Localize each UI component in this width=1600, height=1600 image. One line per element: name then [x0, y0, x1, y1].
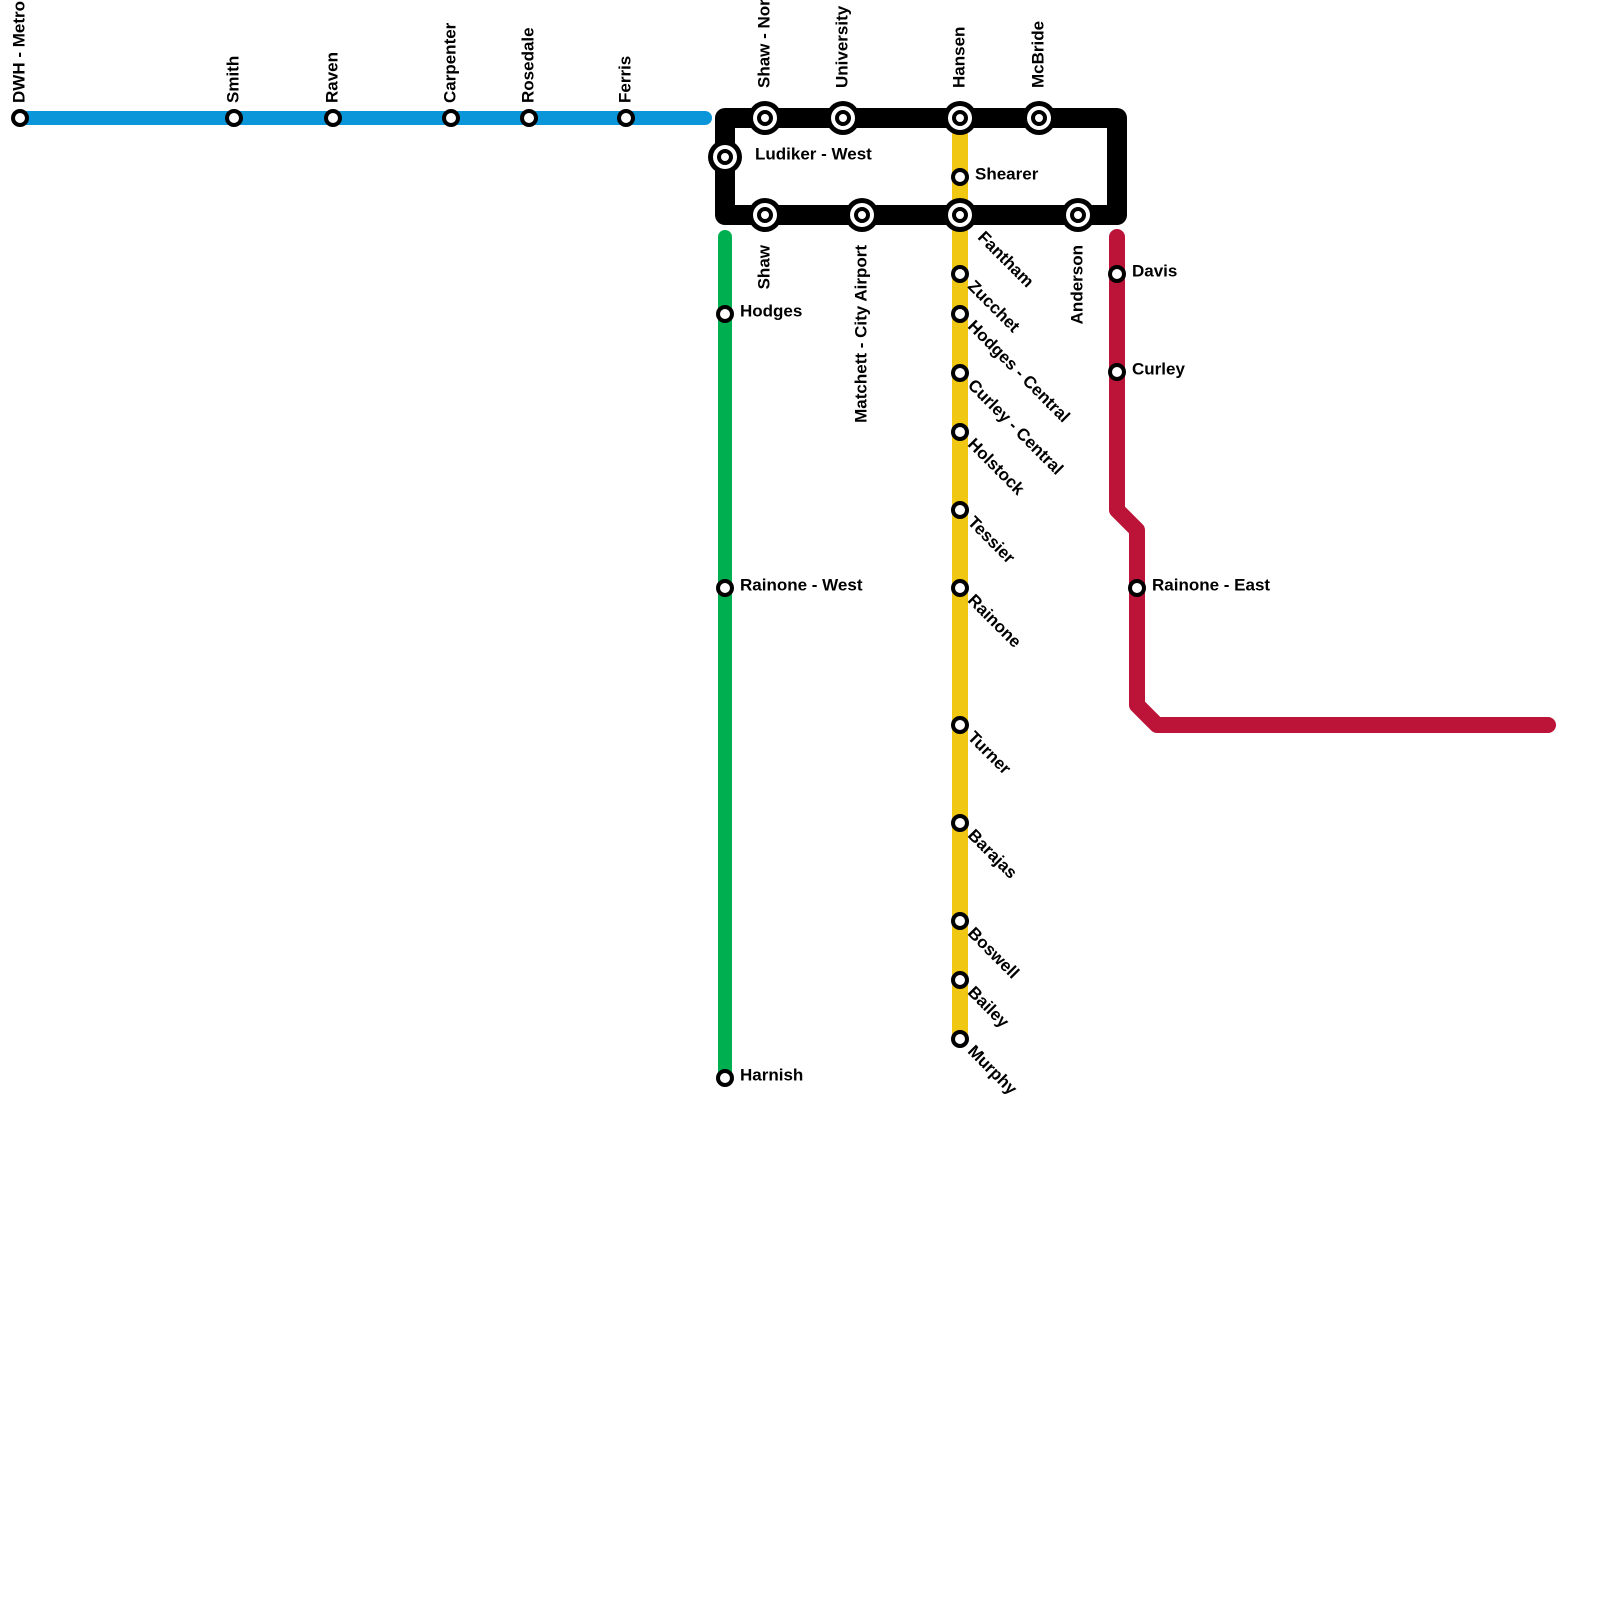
station-label: Turner: [964, 728, 1015, 779]
station-label: Ludiker - West: [755, 144, 872, 163]
station-label: Shaw - North: [754, 0, 773, 88]
station-label: Boswell: [964, 924, 1023, 983]
route-line: [1109, 229, 1556, 733]
station: [951, 265, 969, 283]
station: [951, 814, 969, 832]
station: [951, 423, 969, 441]
station: [951, 168, 969, 186]
interchange-center: [757, 207, 773, 223]
interchange-center: [952, 110, 968, 126]
station: [951, 1030, 969, 1048]
station-label: Rainone: [964, 591, 1025, 652]
station-label: Shearer: [975, 164, 1039, 183]
station-label: Smith: [223, 56, 242, 103]
routes: [13, 108, 1556, 1085]
station-label: Harnish: [740, 1065, 803, 1084]
interchange-center: [1031, 110, 1047, 126]
station: [951, 971, 969, 989]
station-label: Davis: [1132, 261, 1177, 280]
station-label: Holstock: [964, 435, 1029, 500]
route-line: [715, 108, 1127, 225]
interchange-center: [717, 149, 733, 165]
station: [1108, 265, 1126, 283]
station-label: Barajas: [964, 826, 1021, 883]
interchange-center: [757, 110, 773, 126]
station: [520, 109, 538, 127]
station: [617, 109, 635, 127]
station-label: Hansen: [949, 27, 968, 88]
station: [716, 1069, 734, 1087]
station: [716, 579, 734, 597]
station-label: Rainone - West: [740, 575, 863, 594]
station: [1128, 579, 1146, 597]
station: [951, 501, 969, 519]
station: [951, 364, 969, 382]
station: [442, 109, 460, 127]
station-label: Bailey: [964, 983, 1013, 1032]
station-label: McBride: [1028, 21, 1047, 88]
interchange-center: [1070, 207, 1086, 223]
station: [951, 912, 969, 930]
station: [225, 109, 243, 127]
stations: DWH - Metro Smith Raven Carpenter Rosedale Fe…: [9, 0, 1270, 1099]
station: [1108, 363, 1126, 381]
station-label: Murphy: [964, 1042, 1021, 1099]
station: [951, 579, 969, 597]
station-label: Matchett - City Airport: [851, 245, 870, 423]
station-label: Hodges: [740, 301, 802, 320]
station: [324, 109, 342, 127]
station-label: Shaw: [754, 244, 773, 289]
station-label: Anderson: [1067, 245, 1086, 324]
interchange-center: [952, 207, 968, 223]
station-label: Rainone - East: [1152, 575, 1270, 594]
station-label: DWH - Metro: [9, 1, 28, 103]
station-label: Carpenter: [440, 22, 459, 103]
station: [11, 109, 29, 127]
station-label: Raven: [322, 52, 341, 103]
station: [716, 305, 734, 323]
station-label: Tessier: [964, 513, 1019, 568]
station-label: Curley: [1132, 359, 1185, 378]
station-label: University: [832, 5, 851, 88]
station-label: Hodges - Central: [964, 317, 1074, 427]
interchange-center: [835, 110, 851, 126]
station-label: Ferris: [615, 56, 634, 103]
station-label: Rosedale: [518, 27, 537, 103]
station: [951, 305, 969, 323]
station: [951, 716, 969, 734]
interchange-center: [854, 207, 870, 223]
